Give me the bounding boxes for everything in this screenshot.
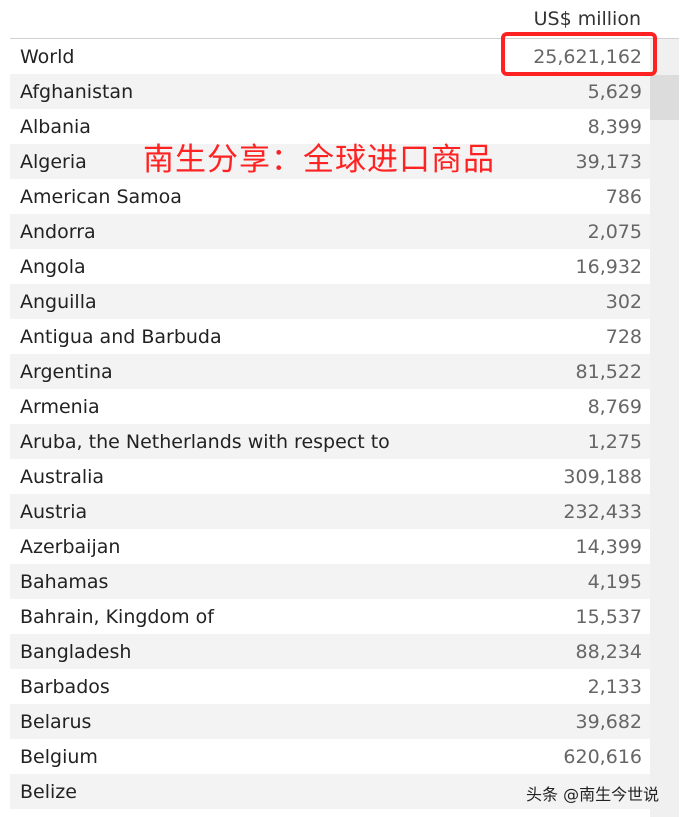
highlight-box xyxy=(501,32,657,76)
import-value: 15,537 xyxy=(575,605,642,628)
country-name: Azerbaijan xyxy=(20,535,121,558)
country-name: Barbados xyxy=(20,675,110,698)
table-row[interactable]: Antigua and Barbuda 728 xyxy=(10,319,650,354)
scrollbar-thumb[interactable] xyxy=(650,75,679,120)
import-value: 81,522 xyxy=(575,360,642,383)
watermark: 头条 @南生今世说 xyxy=(526,785,660,804)
table-row[interactable]: Belgium 620,616 xyxy=(10,739,650,774)
data-table: World 25,621,162 Afghanistan 5,629 Albania 8,… xyxy=(10,39,650,809)
table-row[interactable]: World 25,621,162 xyxy=(10,39,650,74)
header-divider xyxy=(10,38,679,39)
import-value: 620,616 xyxy=(563,745,642,768)
country-name: Antigua and Barbuda xyxy=(20,325,222,348)
column-header: US$ million xyxy=(533,8,641,30)
country-name: Belgium xyxy=(20,745,98,768)
table-row[interactable]: Aruba, the Netherlands with respect to 1,… xyxy=(10,424,650,459)
import-value: 25,621,162 xyxy=(533,45,642,68)
table-row[interactable]: Andorra 2,075 xyxy=(10,214,650,249)
table-row[interactable]: Bahrain, Kingdom of 15,537 xyxy=(10,599,650,634)
country-name: Albania xyxy=(20,115,91,138)
table-row[interactable]: Argentina 81,522 xyxy=(10,354,650,389)
country-name: World xyxy=(20,45,75,68)
import-value: 2,133 xyxy=(587,675,642,698)
country-name: Austria xyxy=(20,500,88,523)
table-row[interactable]: American Samoa 786 xyxy=(10,179,650,214)
import-value: 8,769 xyxy=(587,395,642,418)
import-value: 4,195 xyxy=(587,570,642,593)
country-name: Algeria xyxy=(20,150,87,173)
country-name: Andorra xyxy=(20,220,96,243)
import-value: 309,188 xyxy=(563,465,642,488)
import-value: 232,433 xyxy=(563,500,642,523)
import-value: 302 xyxy=(605,290,642,313)
table-row[interactable]: Albania 8,399 xyxy=(10,109,650,144)
country-name: American Samoa xyxy=(20,185,182,208)
table-row[interactable]: Belize xyxy=(10,774,650,809)
country-name: Aruba, the Netherlands with respect to xyxy=(20,430,390,453)
table-row[interactable]: Bangladesh 88,234 xyxy=(10,634,650,669)
table-row[interactable]: Australia 309,188 xyxy=(10,459,650,494)
table-row[interactable]: Anguilla 302 xyxy=(10,284,650,319)
table-row[interactable]: Algeria 39,173 xyxy=(10,144,650,179)
table-row[interactable]: Afghanistan 5,629 xyxy=(10,74,650,109)
country-name: Bahrain, Kingdom of xyxy=(20,605,214,628)
country-name: Belize xyxy=(20,780,77,803)
import-value: 728 xyxy=(605,325,642,348)
country-name: Bangladesh xyxy=(20,640,132,663)
import-value: 1,275 xyxy=(587,430,642,453)
import-value: 88,234 xyxy=(575,640,642,663)
table-row[interactable]: Bahamas 4,195 xyxy=(10,564,650,599)
import-value: 14,399 xyxy=(575,535,642,558)
overlay-caption: 南生分享：全球进口商品 xyxy=(143,142,495,178)
table-row[interactable]: Angola 16,932 xyxy=(10,249,650,284)
country-name: Afghanistan xyxy=(20,80,134,103)
country-name: Armenia xyxy=(20,395,100,418)
table-row[interactable]: Austria 232,433 xyxy=(10,494,650,529)
country-name: Anguilla xyxy=(20,290,97,313)
import-value: 5,629 xyxy=(587,80,642,103)
import-value: 2,075 xyxy=(587,220,642,243)
import-value: 39,173 xyxy=(575,150,642,173)
table-row[interactable]: Azerbaijan 14,399 xyxy=(10,529,650,564)
table-row[interactable]: Armenia 8,769 xyxy=(10,389,650,424)
table-row[interactable]: Belarus 39,682 xyxy=(10,704,650,739)
country-name: Bahamas xyxy=(20,570,109,593)
country-name: Belarus xyxy=(20,710,92,733)
import-value: 39,682 xyxy=(575,710,642,733)
table-row[interactable]: Barbados 2,133 xyxy=(10,669,650,704)
import-value: 16,932 xyxy=(575,255,642,278)
country-name: Angola xyxy=(20,255,86,278)
country-name: Australia xyxy=(20,465,105,488)
scrollbar[interactable] xyxy=(650,39,679,817)
country-name: Argentina xyxy=(20,360,113,383)
import-value: 786 xyxy=(605,185,642,208)
import-value: 8,399 xyxy=(587,115,642,138)
